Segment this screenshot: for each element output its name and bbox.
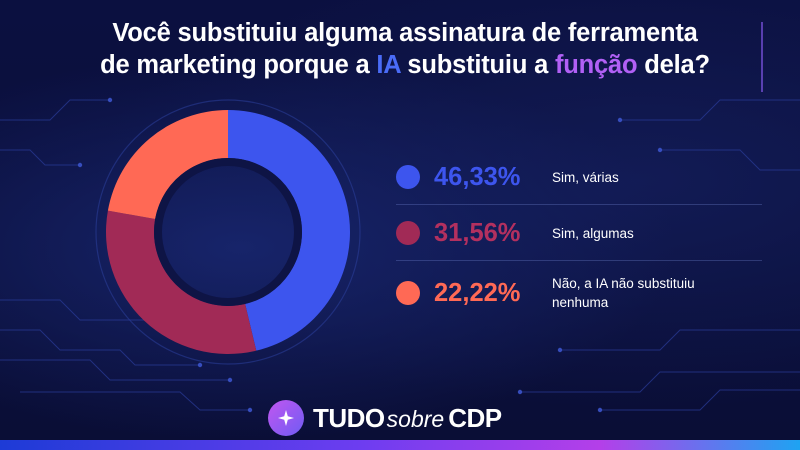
legend-divider — [396, 204, 762, 205]
legend-item-sim-varias: 46,33% Sim, várias — [396, 152, 768, 202]
brand-cdp: CDP — [448, 402, 502, 433]
title-line-1: Você substituiu alguma assinatura de fer… — [112, 19, 698, 47]
legend-dot-nao — [396, 281, 420, 305]
title-line-2-part-2: substituiu a — [400, 51, 555, 79]
bottom-gradient-bar — [0, 440, 800, 450]
brand-wordmark: TUDO sobre CDP — [313, 403, 502, 434]
legend-label-nao-line-1: Não, a IA não substituiu — [552, 276, 695, 291]
title-line-2-part-1: de marketing porque a — [100, 51, 377, 79]
donut-hole-rim — [154, 158, 302, 306]
title-highlight-ia: IA — [376, 51, 401, 79]
brand-logo: TUDO sobre CDP — [268, 400, 502, 436]
legend-label-sim-algumas-line-1: Sim, algumas — [552, 225, 634, 241]
legend-label-nao-line-2: nenhuma — [552, 295, 609, 310]
donut-slice-nao — [107, 110, 228, 220]
legend-label-sim-algumas: Sim, algumas — [552, 224, 634, 243]
legend-dot-sim-algumas — [396, 221, 420, 245]
legend-label-sim-varias: Sim, várias — [552, 168, 619, 187]
chart-title: Você substituiu alguma assinatura de fer… — [20, 17, 790, 81]
sparkle-chat-icon — [268, 400, 304, 436]
donut-slice-sim-varias — [228, 110, 350, 351]
brand-tudo: TUDO — [313, 402, 385, 433]
brand-sobre: sobre — [386, 405, 445, 432]
legend-label-sim-varias-line-1: Sim, várias — [552, 169, 619, 185]
legend-item-nao: 22,22% Não, a IA não substituiu nenhuma — [396, 268, 768, 318]
legend-value-nao: 22,22% — [434, 278, 521, 307]
title-line-2: de marketing porque a IA substituiu a fu… — [20, 49, 790, 81]
legend-item-sim-algumas: 31,56% Sim, algumas — [396, 208, 768, 258]
legend-divider — [396, 260, 762, 261]
title-highlight-funcao: função — [554, 51, 638, 79]
legend-label-nao: Não, a IA não substituiu nenhuma — [552, 274, 695, 312]
legend-value-sim-varias: 46,33% — [434, 162, 521, 191]
title-line-2-part-3: dela? — [637, 51, 710, 79]
legend-dot-sim-varias — [396, 165, 420, 189]
legend-value-sim-algumas: 31,56% — [434, 218, 521, 247]
donut-slice-sim-algumas — [105, 210, 257, 354]
